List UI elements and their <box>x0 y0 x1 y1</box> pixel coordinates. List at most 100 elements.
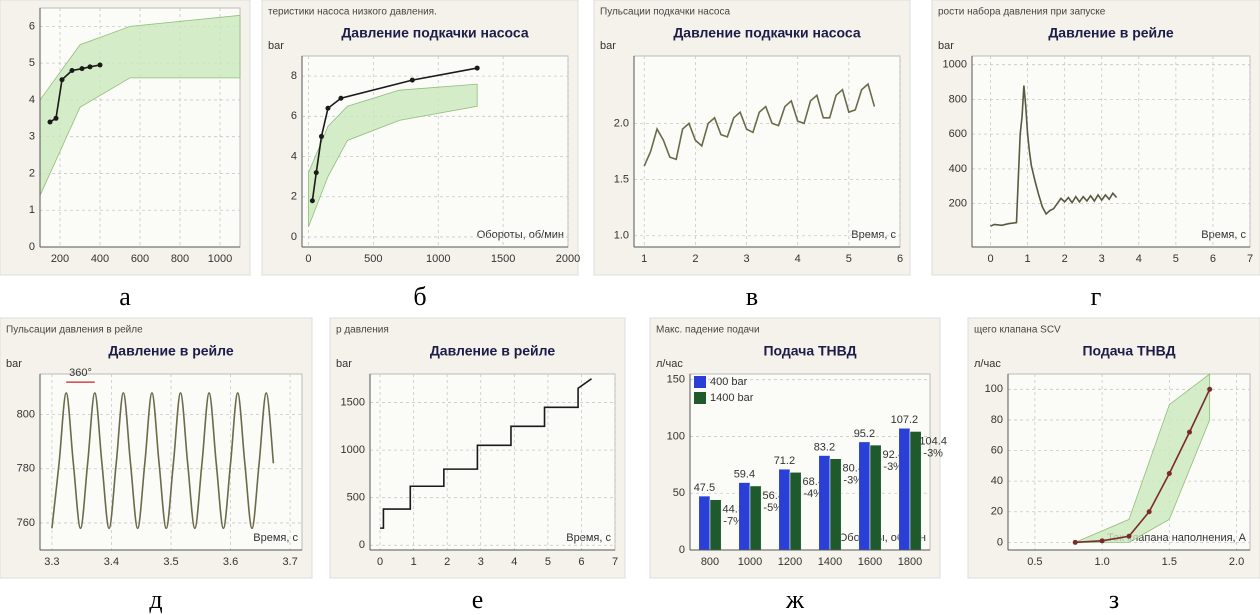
legend-swatch <box>694 376 706 388</box>
data-point <box>318 133 324 139</box>
x-tick-label: 2.0 <box>1229 556 1244 568</box>
y-tick-label: 3 <box>29 131 35 143</box>
x-tick-label: 200 <box>51 253 69 265</box>
x-tick-label: 3.5 <box>163 556 178 568</box>
plot-area <box>633 55 901 248</box>
panel-header: р давления <box>336 325 389 336</box>
x-tick-label: 800 <box>701 556 719 568</box>
y-tick-label: 0 <box>997 536 1003 548</box>
x-tick-label: 0.5 <box>1027 556 1042 568</box>
y-axis-label: bar <box>938 40 954 52</box>
data-point <box>1207 386 1213 392</box>
y-tick-label: 6 <box>29 20 35 32</box>
y-tick-label: 800 <box>17 409 35 421</box>
caption: е <box>472 585 484 614</box>
drop-label: -7% <box>723 516 743 528</box>
bar <box>749 485 762 551</box>
y-tick-label: 0 <box>359 539 365 551</box>
value-label: 107.2 <box>891 414 919 426</box>
y-tick-label: 5 <box>29 57 35 69</box>
y-tick-label: 800 <box>949 93 967 105</box>
panel-header: Пульсации давления в рейле <box>6 325 143 336</box>
x-axis-label: Время, с <box>253 532 298 544</box>
y-axis-label: л/час <box>974 358 1001 370</box>
x-tick-label: 1000 <box>426 253 450 265</box>
data-point <box>79 66 85 72</box>
data-line <box>990 85 1118 227</box>
y-tick-label: 500 <box>347 492 365 504</box>
value-label: 59.4 <box>734 468 755 480</box>
drop-label: -4% <box>803 488 823 500</box>
caption: д <box>149 585 162 614</box>
panel-header: Пульсации подкачки насоса <box>600 7 730 18</box>
x-tick-label: 1500 <box>491 253 515 265</box>
bar <box>698 495 711 551</box>
x-axis-label: Время, с <box>566 532 611 544</box>
panel-header: теристики насоса низкого давления. <box>268 7 437 18</box>
x-tick-label: 4 <box>1136 253 1142 265</box>
x-tick-label: 5 <box>846 253 852 265</box>
x-tick-label: 1 <box>641 253 647 265</box>
x-tick-label: 6 <box>897 253 903 265</box>
data-line <box>380 378 592 529</box>
y-tick-label: 1.5 <box>614 173 629 185</box>
x-tick-label: 1800 <box>898 556 922 568</box>
x-tick-label: 5 <box>545 556 551 568</box>
y-tick-label: 150 <box>667 374 685 386</box>
y-tick-label: 600 <box>949 128 967 140</box>
y-tick-label: 2.0 <box>614 117 629 129</box>
x-tick-label: 500 <box>364 253 382 265</box>
plot-area <box>971 55 1251 248</box>
y-axis-label: bar <box>336 358 352 370</box>
chart-title: Давление в рейле <box>108 343 234 359</box>
x-tick-label: 6 <box>578 556 584 568</box>
caption: а <box>119 282 131 311</box>
y-axis-label: bar <box>268 40 284 52</box>
chart-title: Подача ТНВД <box>763 343 856 359</box>
y-tick-label: 6 <box>291 110 297 122</box>
legend-label: 400 bar <box>710 376 748 388</box>
y-axis-label: bar <box>6 358 22 370</box>
chart-title: Подача ТНВД <box>1082 343 1175 359</box>
bar <box>898 428 911 551</box>
y-tick-label: 0 <box>679 544 685 556</box>
chart-title: Давление в рейле <box>1048 25 1174 41</box>
x-tick-label: 3.3 <box>44 556 59 568</box>
x-tick-label: 3.4 <box>104 556 119 568</box>
panel-header: Макс. падение подачи <box>656 325 760 336</box>
caption: г <box>1091 282 1102 311</box>
drop-label: -3% <box>923 447 943 459</box>
y-tick-label: 2 <box>291 191 297 203</box>
data-point <box>97 62 103 68</box>
y-tick-label: 100 <box>985 383 1003 395</box>
tolerance-band <box>39 14 241 196</box>
y-tick-label: 780 <box>17 463 35 475</box>
data-line <box>51 392 275 530</box>
value-label: 95.2 <box>854 428 875 440</box>
x-tick-label: 0 <box>987 253 993 265</box>
x-tick-label: 0 <box>305 253 311 265</box>
x-tick-label: 1200 <box>778 556 802 568</box>
y-tick-label: 100 <box>667 430 685 442</box>
data-point <box>1146 509 1152 515</box>
y-tick-label: 400 <box>949 163 967 175</box>
y-tick-label: 50 <box>673 487 685 499</box>
bar <box>778 468 791 551</box>
y-axis-label: bar <box>600 40 616 52</box>
y-tick-label: 760 <box>17 517 35 529</box>
x-tick-label: 1.5 <box>1162 556 1177 568</box>
plot-area <box>369 373 616 551</box>
y-tick-label: 20 <box>991 506 1003 518</box>
tolerance-band <box>1075 373 1211 543</box>
drop-label: -5% <box>763 502 783 514</box>
caption: б <box>413 282 426 311</box>
x-tick-label: 5 <box>1173 253 1179 265</box>
legend-label: 1400 bar <box>710 392 754 404</box>
bar <box>738 482 751 551</box>
y-tick-label: 0 <box>291 231 297 243</box>
bar <box>858 441 871 551</box>
y-tick-label: 2 <box>29 167 35 179</box>
data-point <box>309 198 315 204</box>
data-point <box>1166 470 1172 476</box>
